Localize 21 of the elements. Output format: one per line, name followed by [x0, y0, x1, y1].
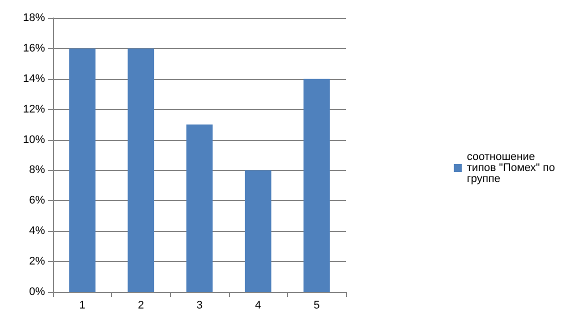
x-tick-label: 2	[138, 300, 144, 312]
x-tick-label: 4	[255, 300, 262, 312]
x-tick-label: 3	[196, 300, 203, 312]
bar	[186, 124, 213, 292]
bar	[304, 78, 330, 292]
y-tick-label: 6%	[29, 194, 46, 207]
legend-label: соотношение типов "Помех" по группе	[466, 151, 558, 185]
y-tick-label: 10%	[22, 134, 46, 146]
x-tick-label: 1	[79, 300, 86, 312]
bar	[128, 48, 154, 292]
y-tick-label: 4%	[29, 225, 46, 238]
y-tick-label: 12%	[22, 103, 46, 116]
y-tick-label: 2%	[29, 256, 46, 268]
y-tick-label: 16%	[22, 42, 46, 54]
y-tick-label: 8%	[29, 164, 46, 176]
bar	[69, 48, 96, 292]
x-tick-label: 5	[314, 300, 320, 312]
bar	[244, 170, 272, 292]
y-tick-label: 0%	[29, 286, 46, 298]
y-tick-label: 18%	[22, 12, 46, 24]
y-tick-label: 14%	[22, 72, 46, 85]
